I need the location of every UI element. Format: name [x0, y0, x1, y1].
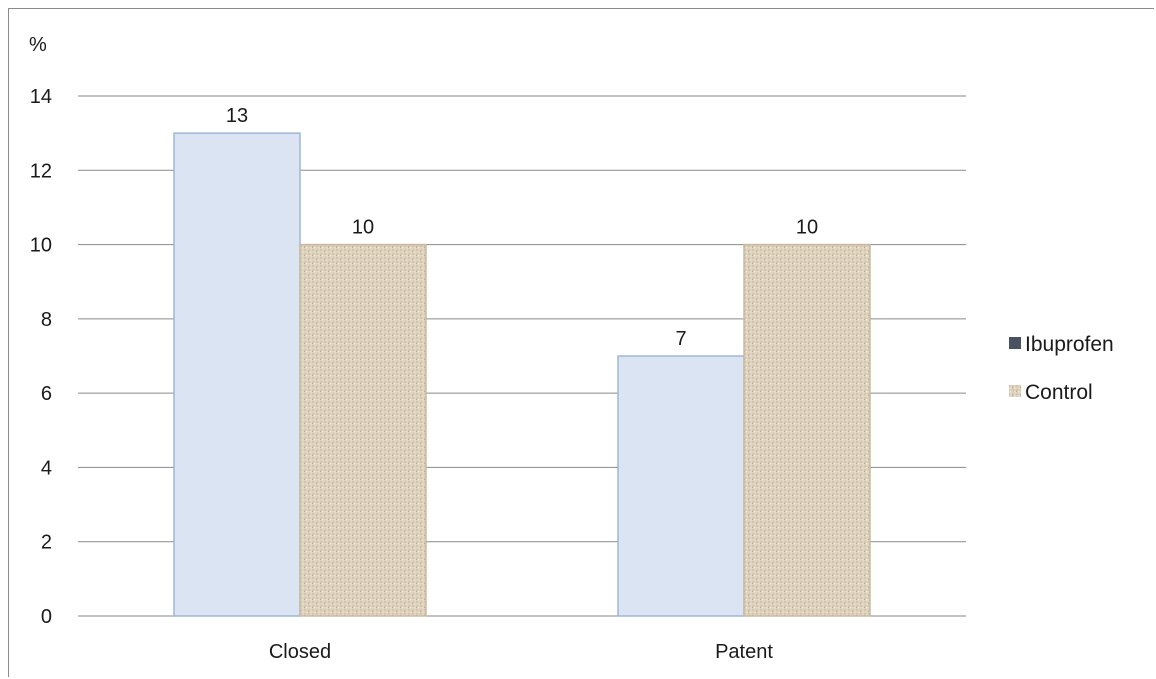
y-axis-unit-label: % — [29, 34, 47, 56]
x-category-label-closed: Closed — [269, 641, 331, 663]
bar-ibuprofen-patent — [617, 355, 745, 617]
x-category-label-patent: Patent — [715, 641, 773, 663]
data-labels: 13 10 7 10 — [226, 105, 818, 350]
bar-ibuprofen-closed — [173, 132, 301, 617]
y-tick-label-12: 12 — [30, 160, 52, 182]
data-label-control-closed: 10 — [352, 217, 374, 239]
y-tick-label-0: 0 — [41, 606, 52, 628]
y-tick-label-2: 2 — [41, 532, 52, 554]
legend: Ibuprofen Control — [1009, 333, 1114, 404]
data-label-ibuprofen-patent: 7 — [675, 328, 686, 350]
bar-chart: % 0 2 4 6 8 10 12 14 13 10 7 10 Closed Patent Ibupr… — [29, 34, 1114, 663]
chart-frame: % 0 2 4 6 8 10 12 14 13 10 7 10 Closed Patent Ibupr… — [8, 8, 1154, 677]
legend-label-control: Control — [1025, 381, 1093, 404]
y-axis-ticks: 0 2 4 6 8 10 12 14 — [30, 86, 52, 628]
y-tick-label-10: 10 — [30, 235, 52, 257]
y-tick-label-6: 6 — [41, 383, 52, 405]
bar-control-patent — [743, 243, 871, 617]
x-axis-categories: Closed Patent — [269, 641, 773, 663]
y-tick-label-14: 14 — [30, 86, 52, 108]
legend-swatch-control — [1009, 385, 1021, 397]
legend-swatch-ibuprofen — [1009, 337, 1021, 349]
y-tick-label-4: 4 — [41, 457, 52, 479]
legend-label-ibuprofen: Ibuprofen — [1025, 333, 1114, 356]
data-label-control-patent: 10 — [796, 217, 818, 239]
bars — [173, 132, 871, 617]
bar-control-closed — [299, 243, 427, 617]
y-tick-label-8: 8 — [41, 309, 52, 331]
data-label-ibuprofen-closed: 13 — [226, 105, 248, 127]
